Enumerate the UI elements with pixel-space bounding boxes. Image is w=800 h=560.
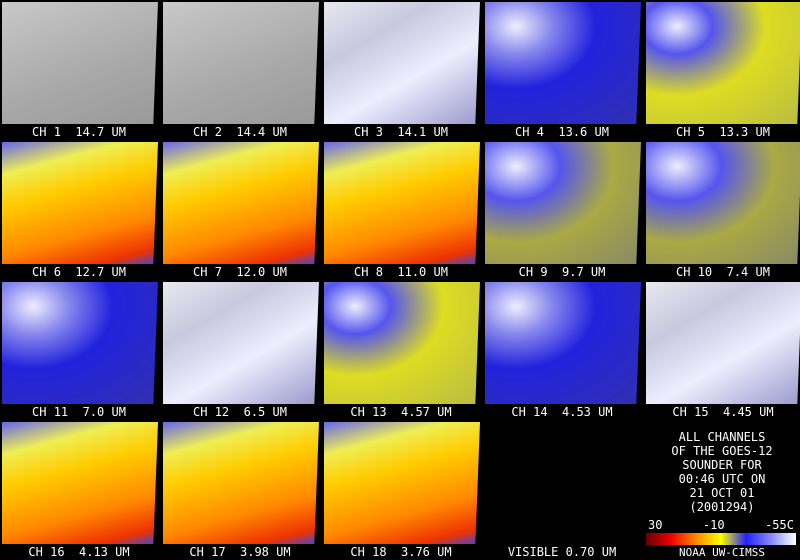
info-text: ALL CHANNELS OF THE GOES-12 SOUNDER FOR 00:… — [644, 430, 800, 514]
channel-label: CH 4 13.6 UM — [515, 125, 609, 139]
channel-label: CH 2 14.4 UM — [193, 125, 287, 139]
channel-panel: CH 16 4.13 UM — [0, 420, 158, 560]
channel-image — [485, 422, 641, 544]
color-scale: 30 -10 -55C — [648, 518, 794, 532]
channel-panel: CH 1 14.7 UM — [0, 0, 158, 140]
channel-panel: CH 4 13.6 UM — [483, 0, 641, 140]
channel-label: CH 3 14.1 UM — [354, 125, 448, 139]
channel-image — [163, 282, 319, 404]
channel-label: VISIBLE 0.70 UM — [507, 545, 617, 559]
channel-image — [2, 142, 158, 264]
channel-image — [2, 2, 158, 124]
channel-label: CH 7 12.0 UM — [193, 265, 287, 279]
channel-panel: CH 3 14.1 UM — [322, 0, 480, 140]
channel-label: CH 10 7.4 UM — [676, 265, 770, 279]
channel-image — [163, 142, 319, 264]
channel-label: CH 14 4.53 UM — [511, 405, 613, 419]
channel-panel: CH 14 4.53 UM — [483, 280, 641, 420]
channel-panel: CH 9 9.7 UM — [483, 140, 641, 280]
channel-image — [485, 142, 641, 264]
channel-panel: CH 8 11.0 UM — [322, 140, 480, 280]
channel-panel: CH 17 3.98 UM — [161, 420, 319, 560]
channel-image — [2, 282, 158, 404]
channel-image — [163, 2, 319, 124]
info-line: 00:46 UTC ON — [678, 472, 766, 486]
channel-image — [2, 422, 158, 544]
channel-image — [485, 2, 641, 124]
info-line: OF THE GOES-12 — [671, 444, 773, 458]
channel-image — [646, 282, 800, 404]
channel-image — [324, 282, 480, 404]
channel-image — [646, 142, 800, 264]
channel-label: CH 8 11.0 UM — [354, 265, 448, 279]
channel-panel: CH 6 12.7 UM — [0, 140, 158, 280]
channel-image — [324, 142, 480, 264]
channel-label: CH 12 6.5 UM — [193, 405, 287, 419]
info-line: ALL CHANNELS — [678, 430, 766, 444]
channel-label: CH 9 9.7 UM — [518, 265, 606, 279]
channel-image — [324, 422, 480, 544]
channel-label: CH 5 13.3 UM — [676, 125, 770, 139]
channel-image — [485, 282, 641, 404]
scale-label: -10 — [702, 518, 725, 532]
scale-label: 30 — [648, 518, 663, 532]
channel-panel: CH 10 7.4 UM — [644, 140, 800, 280]
channel-panel: VISIBLE 0.70 UM — [483, 420, 641, 560]
channel-label: CH 15 4.45 UM — [672, 405, 774, 419]
channel-panel: CH 5 13.3 UM — [644, 0, 800, 140]
info-line: SOUNDER FOR — [682, 458, 762, 472]
info-line: (2001294) — [689, 500, 755, 514]
channel-label: CH 6 12.7 UM — [32, 265, 126, 279]
channel-label: CH 1 14.7 UM — [32, 125, 126, 139]
channel-label: CH 17 3.98 UM — [189, 545, 291, 559]
channel-image — [324, 2, 480, 124]
channel-label: CH 13 4.57 UM — [350, 405, 452, 419]
color-bar — [646, 533, 796, 545]
info-line: 21 OCT 01 — [689, 486, 755, 500]
channel-panel: CH 18 3.76 UM — [322, 420, 480, 560]
channel-image — [163, 422, 319, 544]
channel-panel: CH 15 4.45 UM — [644, 280, 800, 420]
channel-image — [646, 2, 800, 124]
channel-panel: CH 7 12.0 UM — [161, 140, 319, 280]
channel-panel: CH 2 14.4 UM — [161, 0, 319, 140]
channel-panel: CH 13 4.57 UM — [322, 280, 480, 420]
channel-label: CH 16 4.13 UM — [28, 545, 130, 559]
scale-label: -55C — [765, 518, 794, 532]
channel-label: CH 11 7.0 UM — [32, 405, 126, 419]
channel-panel: CH 12 6.5 UM — [161, 280, 319, 420]
channel-panel: CH 11 7.0 UM — [0, 280, 158, 420]
credit: NOAA UW-CIMSS — [678, 546, 766, 559]
channel-label: CH 18 3.76 UM — [350, 545, 452, 559]
